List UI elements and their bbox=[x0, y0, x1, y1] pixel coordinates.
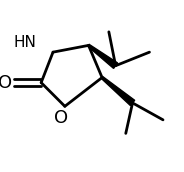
Text: HN: HN bbox=[13, 35, 36, 50]
Polygon shape bbox=[88, 44, 118, 68]
Polygon shape bbox=[101, 77, 135, 106]
Text: O: O bbox=[54, 109, 68, 127]
Text: O: O bbox=[0, 74, 12, 92]
